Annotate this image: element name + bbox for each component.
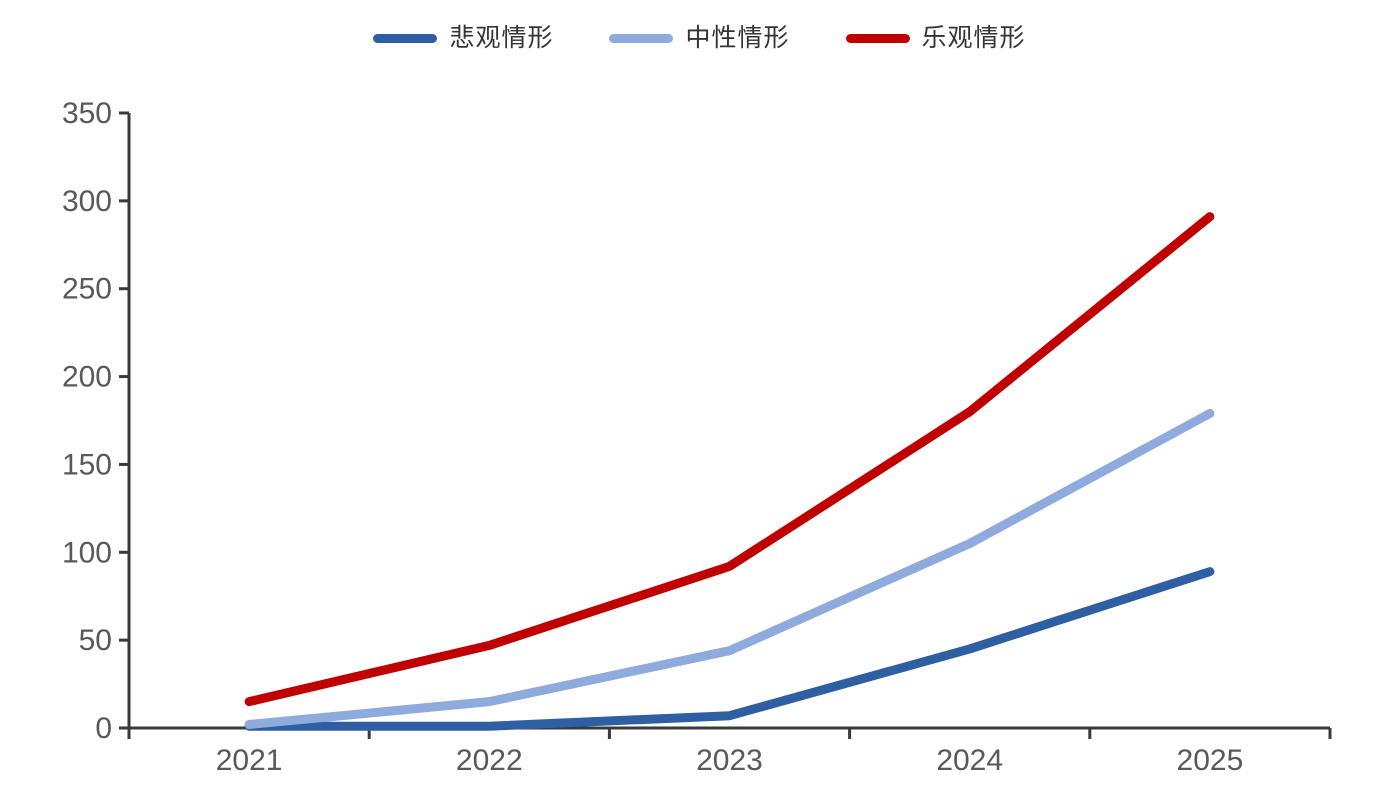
legend-item: 中性情形 [609, 26, 789, 51]
x-axis-tick-label: 2024 [936, 744, 1003, 777]
series-line-悲观情形 [244, 567, 1215, 731]
legend-item: 悲观情形 [373, 26, 553, 51]
x-axis-tick-label: 2021 [216, 744, 283, 777]
y-axis-tick-label: 50 [79, 624, 112, 657]
y-axis-tick-label: 250 [62, 273, 112, 306]
legend-label: 悲观情形 [449, 24, 554, 52]
x-axis-tick-label: 2022 [456, 744, 523, 777]
legend-line-swatch [609, 34, 674, 43]
y-axis-tick-label: 300 [62, 185, 112, 218]
y-axis-tick-label: 0 [95, 712, 112, 745]
legend-label: 中性情形 [685, 24, 790, 52]
y-axis-tick-label: 350 [62, 97, 112, 130]
y-axis-tick-label: 150 [62, 448, 112, 481]
y-axis-tick-label: 200 [62, 361, 112, 394]
legend: 悲观情形 中性情形 乐观情形 [0, 26, 1399, 51]
x-axis-tick-label: 2023 [696, 744, 763, 777]
legend-line-swatch [845, 34, 910, 43]
x-axis-tick-label: 2025 [1177, 744, 1244, 777]
legend-item: 乐观情形 [845, 24, 1026, 52]
y-axis-tick-label: 100 [62, 536, 112, 569]
axis-lines [127, 113, 1330, 730]
legend-line-swatch [373, 34, 438, 43]
series-line-中性情形 [244, 408, 1215, 729]
legend-label: 乐观情形 [921, 24, 1026, 52]
series-line-乐观情形 [244, 212, 1215, 707]
